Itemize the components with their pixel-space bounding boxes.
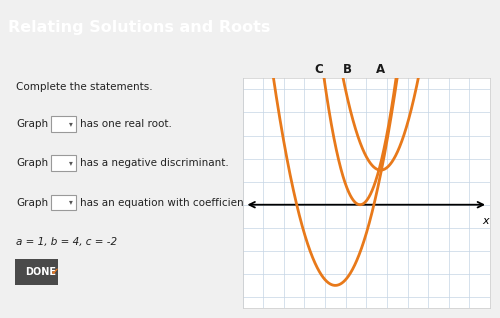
Text: A: A [376, 63, 385, 76]
Text: B: B [343, 63, 352, 76]
Text: has a negative discriminant.: has a negative discriminant. [80, 158, 229, 168]
FancyBboxPatch shape [51, 116, 76, 132]
Text: Graph: Graph [16, 119, 48, 129]
Text: Graph: Graph [16, 197, 48, 208]
Text: ✔: ✔ [50, 267, 58, 277]
Text: Relating Solutions and Roots: Relating Solutions and Roots [8, 20, 270, 35]
Text: DONE: DONE [24, 267, 56, 277]
Text: a = 1, b = 4, c = -2: a = 1, b = 4, c = -2 [16, 237, 117, 247]
Text: C: C [314, 63, 323, 76]
FancyBboxPatch shape [16, 259, 58, 285]
Text: x: x [482, 216, 489, 226]
Text: ▾: ▾ [70, 197, 73, 207]
Text: has one real root.: has one real root. [80, 119, 172, 129]
Text: ▾: ▾ [70, 158, 73, 167]
Text: has an equation with coefficients: has an equation with coefficients [80, 197, 253, 208]
Text: Complete the statements.: Complete the statements. [16, 82, 153, 92]
Text: Graph: Graph [16, 158, 48, 168]
Text: ▾: ▾ [70, 119, 73, 128]
FancyBboxPatch shape [51, 195, 76, 210]
FancyBboxPatch shape [51, 156, 76, 171]
